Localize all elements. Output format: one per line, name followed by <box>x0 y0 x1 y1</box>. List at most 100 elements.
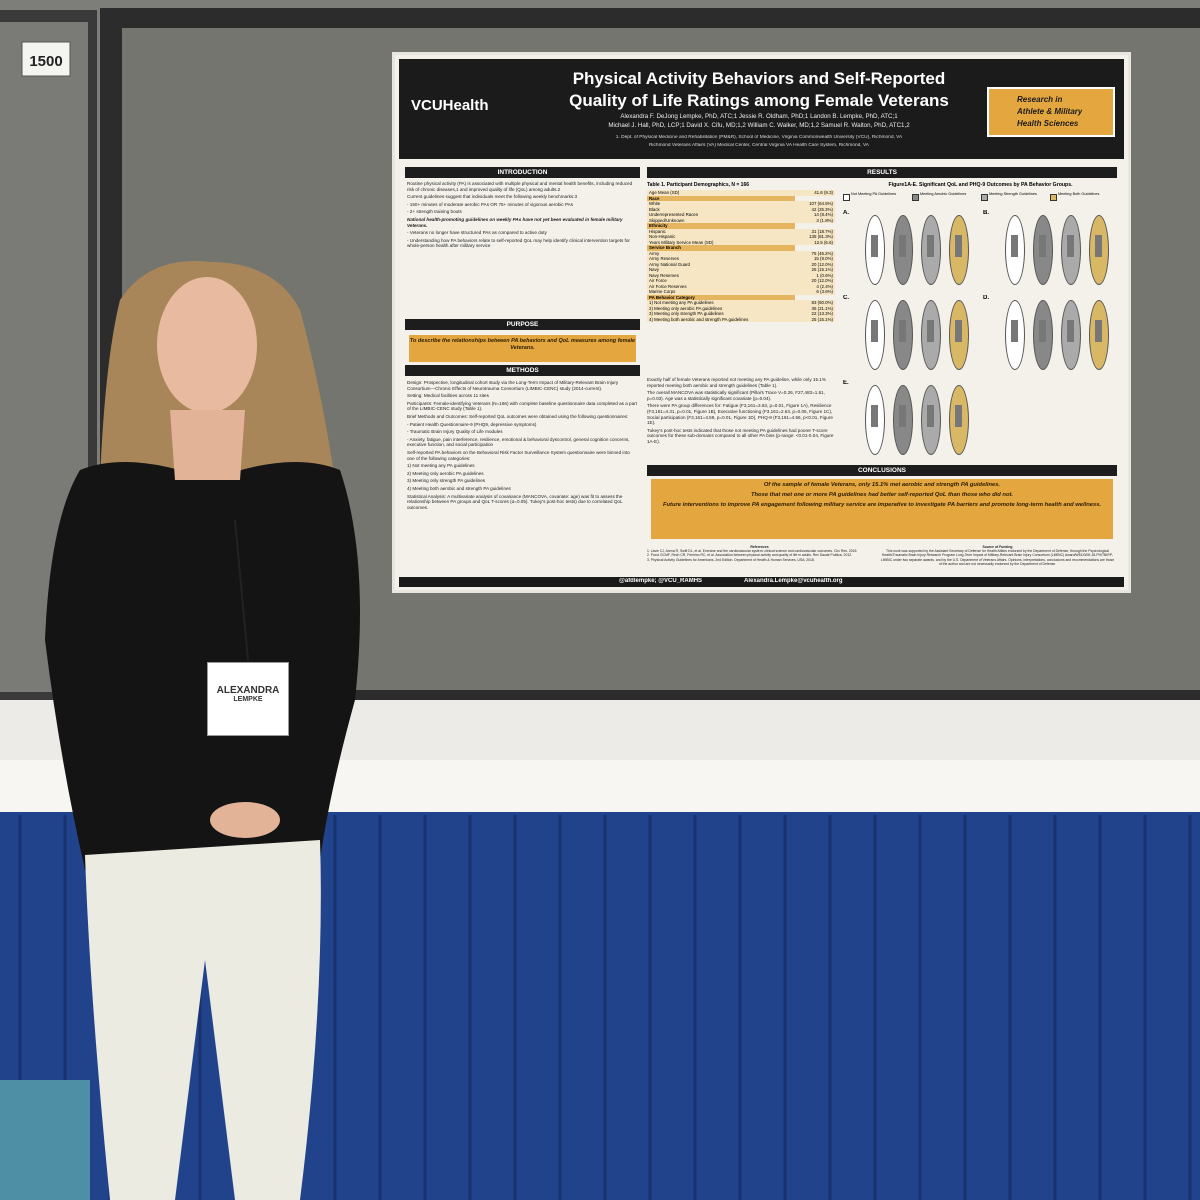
box <box>927 405 934 427</box>
table-row: Ethnicity <box>647 223 835 229</box>
funding-heading: Source of Funding <box>982 545 1013 549</box>
section-heading: METHODS <box>405 365 640 376</box>
row-label: Hispanic <box>647 228 795 234</box>
row-label: Air Force <box>647 278 795 284</box>
face <box>157 277 257 413</box>
top <box>45 462 360 870</box>
legend-swatch <box>912 194 919 201</box>
table-row: Years Military Service Mean (SD) 12.5 (6.… <box>647 239 835 245</box>
box <box>1011 320 1018 342</box>
row-label: Black <box>647 206 795 212</box>
section-heading: RESULTS <box>647 167 1117 178</box>
box <box>927 320 934 342</box>
box <box>1067 235 1074 257</box>
row-label: Army Reserves <box>647 256 795 262</box>
box <box>899 405 906 427</box>
badge-surname: LEMPKE <box>233 696 263 703</box>
row-value: 20 (12.0%) <box>794 261 835 267</box>
legend: Not Meeting PA Guidelines Meeting Aerobic… <box>843 192 1118 206</box>
row-value: 22 (13.3%) <box>794 311 835 317</box>
affiliation: 1. Dept. of Physical Medicine and Rehabi… <box>615 135 903 140</box>
paragraph: Tukey's post-hoc tests indicated that th… <box>647 427 834 444</box>
row-label: Skipped/Unknown <box>647 217 795 223</box>
row-label: 2) Meeting only aerobic PA guidelines <box>647 305 795 311</box>
references-heading: References <box>750 545 769 549</box>
box <box>927 235 934 257</box>
row-label: Marine Corps <box>647 289 795 295</box>
paragraph: Statistical Analysis: A multivariate ana… <box>407 493 623 510</box>
table-row: 1) Not meeting any PA guidelines 83 (50.0… <box>647 300 835 306</box>
table-row: Underrepresented Races 14 (8.4%) <box>647 212 835 218</box>
neck <box>170 410 245 480</box>
poster-title: Quality of Life Ratings among Female Vet… <box>569 91 949 110</box>
table-row: Non-Hispanic 135 (81.3%) <box>647 234 835 240</box>
table-row: Army Reserves 15 (9.0%) <box>647 256 835 262</box>
demographics-table: Age Mean (SD) 41.6 (9.3) Race White 107 (64.… <box>647 190 835 322</box>
conclusion-line: Those that met one or more PA guidelines… <box>750 492 1014 498</box>
paragraph: - 150+ minutes of moderate aerobic PAs O… <box>407 201 574 207</box>
funding-text: This work was supported by the Assistant… <box>880 549 1115 566</box>
box <box>955 320 962 342</box>
row-label: 4) Meeting both aerobic and strength PA … <box>647 316 795 322</box>
methods-text: Design: Prospective, longitudinal cohort… <box>407 380 638 585</box>
row-label: 1) Not meeting any PA guidelines <box>647 300 795 306</box>
authors: Michael J. Hall, PhD, LCP;1 David X. Cif… <box>608 122 910 129</box>
row-label: Years Military Service Mean (SD) <box>647 239 795 245</box>
panel-label: D. <box>983 295 989 301</box>
box <box>1095 235 1102 257</box>
booth-number: 1500 <box>29 53 62 70</box>
paragraph: Routine physical activity (PA) is associ… <box>407 181 633 192</box>
section-heading: PURPOSE <box>405 319 640 330</box>
legend-label: Meeting Strength Guidelines <box>989 192 1037 196</box>
table-row: Navy Reserves 1 (0.6%) <box>647 272 835 278</box>
box <box>871 235 878 257</box>
row-value: 6 (3.6%) <box>794 289 835 295</box>
table-row: Navy 25 (15.1%) <box>647 267 835 273</box>
paragraph: There were PA group differences for: Fat… <box>647 403 833 426</box>
table-row: Army 75 (45.2%) <box>647 250 835 256</box>
table-row: Black 42 (25.3%) <box>647 206 835 212</box>
table-row: 3) Meeting only strength PA guidelines 22… <box>647 311 835 317</box>
box <box>899 235 906 257</box>
paragraph: - Veterans no longer have structured PAs… <box>407 230 547 236</box>
row-value: 1 (0.6%) <box>794 272 835 278</box>
row-label: PA Behavior Category <box>647 294 795 300</box>
table-wrap: Age Mean (SD) 41.6 (9.3) Race White 107 (64.… <box>647 190 835 375</box>
reference: 2. Pucci GCMF, Rech CR, Fermino RC, et a… <box>647 553 853 558</box>
legend-label: Not Meeting PA Guidelines <box>851 192 897 196</box>
row-label: White <box>647 201 795 207</box>
pleats <box>18 815 1192 1200</box>
paragraph: 3) Meeting only strength PA guidelines <box>407 478 486 484</box>
box <box>1011 235 1018 257</box>
paragraph: 1) Not meeting any PA guidelines <box>407 463 475 469</box>
row-value: 83 (50.0%) <box>794 300 835 306</box>
logo-right-text: Health Sciences <box>1017 119 1079 128</box>
contact-bar: @afdlempke; @VCU_RAMHS Alexandra.Lempke@v… <box>399 577 1124 587</box>
row-value: 20 (12.0%) <box>794 278 835 284</box>
row-value: 25 (15.1%) <box>794 267 835 273</box>
panel-label: B. <box>983 210 989 216</box>
row-label: Age Mean (SD) <box>647 190 795 196</box>
pants <box>85 840 321 1200</box>
paragraph: Self-reported PA behaviors on the Behavi… <box>407 449 630 461</box>
paragraph: Brief Methods and Outcomes: Self-reporte… <box>407 413 629 419</box>
conclusion-line: Future interventions to improve PA engag… <box>662 502 1102 508</box>
figure-title: Figure1A-E. Significant QoL and PHQ-9 Ou… <box>888 182 1073 188</box>
box <box>1039 320 1046 342</box>
reference: 3. Physical Activity Guidelines for Amer… <box>647 557 815 562</box>
table-row: Skipped/Unknown 3 (1.8%) <box>647 217 835 223</box>
logo-right-text: Athlete & Military <box>1017 107 1083 116</box>
table-title: Table 1. Participant Demographics, N = 1… <box>647 182 750 188</box>
row-value: 25 (15.1%) <box>794 316 835 322</box>
contact: Alexandra.Lempke@vcuhealth.org <box>744 578 843 584</box>
conclusion-line: Of the sample of female Veterans, only 1… <box>763 482 1001 488</box>
legend-label: Meeting Aerobic Guidelines <box>920 192 967 196</box>
authors: Alexandra F. DeJong Lempke, PhD, ATC;1 J… <box>620 113 898 120</box>
legend-label: Meeting Both Guidelines <box>1058 192 1100 196</box>
table-row: 4) Meeting both aerobic and strength PA … <box>647 316 835 322</box>
paragraph: - Patient Health Questionnaire-9 (PHQ9, … <box>407 421 537 427</box>
paragraph: The overall MANCOVA was statistically si… <box>647 390 825 401</box>
panel-label: A. <box>843 210 849 216</box>
badge-name: ALEXANDRA <box>216 685 280 696</box>
